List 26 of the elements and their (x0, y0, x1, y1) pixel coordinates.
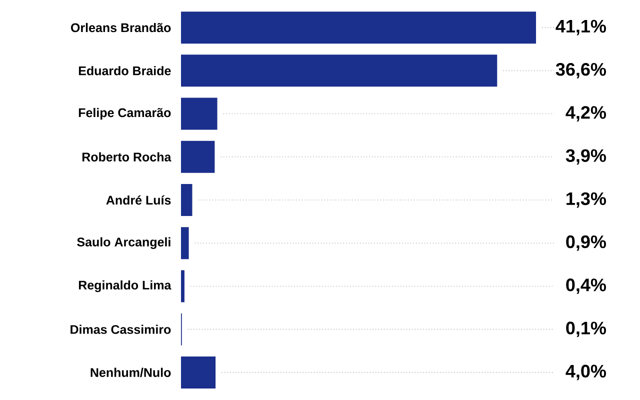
bar (181, 12, 536, 44)
y-tick-label: Saulo Arcangeli (77, 237, 170, 249)
data-label: 0,1% (566, 322, 606, 338)
y-tick-label: Orleans Brandão (70, 22, 171, 32)
bar (181, 227, 189, 260)
data-label: 4,2% (566, 106, 606, 122)
bar (181, 270, 184, 302)
data-label: 4,0% (566, 364, 606, 380)
data-label: 0,4% (566, 278, 606, 294)
y-tick-label: André Luís (106, 195, 171, 205)
y-tick-label: Eduardo Braide (78, 66, 171, 76)
y-tick-label: Nenhum/Nulo (90, 368, 171, 378)
y-tick-label: Felipe Camarão (78, 108, 171, 120)
data-label: 0,9% (566, 235, 606, 251)
y-tick-label: Reginaldo Lima (78, 280, 172, 292)
bar (181, 140, 215, 173)
bar (181, 356, 216, 388)
data-label: 3,9% (566, 149, 606, 165)
bar (181, 54, 498, 87)
y-tick-label: Dimas Cassimiro (70, 324, 171, 334)
data-label: 1,3% (566, 192, 606, 208)
y-tick-label: Roberto Rocha (82, 152, 172, 162)
bar (181, 184, 192, 216)
data-label: 36,6% (556, 62, 606, 78)
data-label: 41,1% (556, 20, 606, 36)
bar (181, 98, 218, 130)
